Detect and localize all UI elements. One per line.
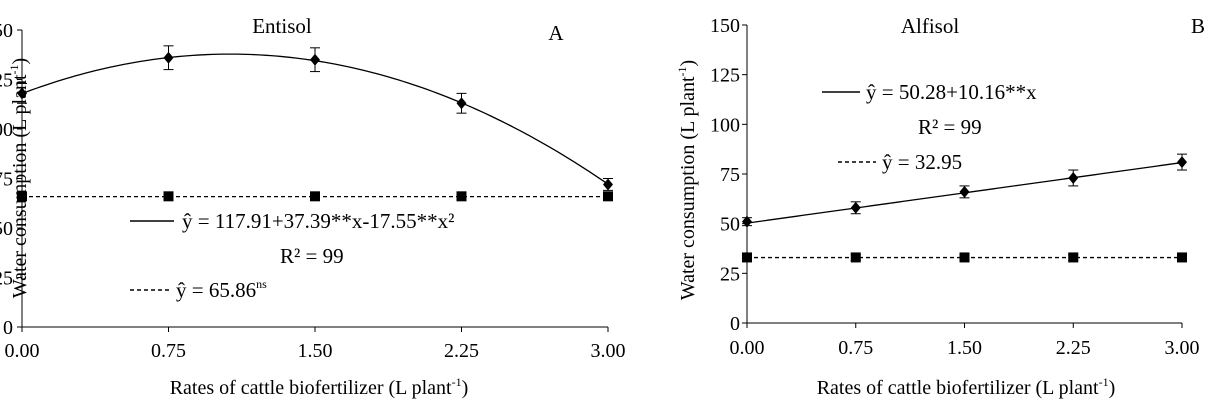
data-point-diamond bbox=[850, 201, 861, 214]
legend-equation-text: ŷ = 65.86 bbox=[176, 278, 256, 302]
legend-equation-text: ŷ = 50.28+10.16**x bbox=[866, 80, 1037, 104]
data-point-square bbox=[310, 191, 320, 202]
y-tick-label: 150 bbox=[710, 15, 740, 37]
y-axis-title-main: Water consumption (L plant bbox=[677, 76, 699, 300]
legend-equation-text: ŷ = 117.91+37.39**x-17.55**x² bbox=[182, 209, 454, 233]
y-tick-label: 75 bbox=[720, 164, 740, 186]
x-tick-label: 0.00 bbox=[730, 337, 765, 359]
chart-panel-a: 0 25 50 75 100 125 150 0.00 0.75 1.50 2.25 3.00 Rate… bbox=[0, 14, 626, 399]
legend-equation: ŷ = 50.28+10.16**x bbox=[866, 80, 1037, 104]
x-axis-title-main: Rates of cattle biofertilizer (L plant bbox=[170, 377, 452, 399]
data-point-square bbox=[17, 191, 27, 202]
y-axis-title-end: ) bbox=[677, 60, 699, 67]
legend-equation-text: R² = 99 bbox=[280, 244, 344, 268]
series-square bbox=[742, 252, 1187, 263]
data-point-diamond bbox=[310, 53, 320, 66]
data-point-diamond bbox=[959, 185, 970, 198]
x-axis-title: Rates of cattle biofertilizer (L plant-1… bbox=[170, 375, 469, 399]
fit-line-quadratic bbox=[21, 53, 609, 185]
chart-panel-b: 0 25 50 75 100 125 150 0.00 0.75 1.50 2.25 3.00 Rate… bbox=[675, 14, 1205, 399]
y-tick-label: 50 bbox=[720, 214, 740, 236]
data-point-square bbox=[850, 252, 861, 263]
data-point-square bbox=[1177, 252, 1187, 263]
y-tick-label: 100 bbox=[710, 114, 740, 136]
data-point-square bbox=[1068, 252, 1079, 263]
y-axis-title-main: Water consumption (L plant bbox=[9, 74, 31, 298]
legend-equation: ŷ = 32.95 bbox=[882, 150, 962, 174]
panel-label: A bbox=[548, 21, 564, 45]
chart-title: Entisol bbox=[252, 14, 312, 38]
y-axis-title: Water consumption (L plant-1) bbox=[675, 60, 699, 300]
y-tick-label: 25 bbox=[720, 263, 740, 285]
data-point-square bbox=[456, 191, 467, 202]
x-tick-label: 0.00 bbox=[5, 340, 40, 362]
y-axis-title: Water consumption (L plant-1) bbox=[7, 58, 31, 298]
y-tick-label: 25 bbox=[0, 268, 13, 290]
y-tick-label: 0 bbox=[730, 313, 740, 335]
x-axis-title-main: Rates of cattle biofertilizer (L plant bbox=[817, 377, 1099, 399]
x-axis-title-sup: -1 bbox=[1099, 375, 1109, 389]
series-diamond bbox=[17, 45, 613, 191]
data-point-square bbox=[959, 252, 970, 263]
y-tick-label: 150 bbox=[0, 20, 13, 42]
legend-equation-text: ŷ = 32.95 bbox=[882, 150, 962, 174]
data-point-diamond bbox=[163, 51, 174, 64]
y-axis-title-sup: -1 bbox=[7, 64, 21, 74]
series-square bbox=[17, 191, 613, 202]
y-axis-title-sup: -1 bbox=[675, 66, 689, 76]
x-tick-label: 3.00 bbox=[1165, 337, 1200, 359]
data-point-square bbox=[603, 191, 613, 202]
y-tick-label: 50 bbox=[0, 218, 13, 240]
legend-equation-text: R² = 99 bbox=[918, 115, 982, 139]
x-tick-label: 0.75 bbox=[838, 337, 873, 359]
panel-label: B bbox=[1191, 14, 1205, 38]
legend-equation: R² = 99 bbox=[280, 244, 344, 268]
y-tick-label: 0 bbox=[3, 317, 13, 339]
x-axis-title-sup: -1 bbox=[452, 375, 462, 389]
y-tick-label: 125 bbox=[710, 65, 740, 87]
data-point-diamond bbox=[603, 178, 613, 191]
x-axis-title: Rates of cattle biofertilizer (L plant-1… bbox=[817, 375, 1116, 399]
chart-title: Alfisol bbox=[901, 14, 960, 38]
legend-equation: R² = 99 bbox=[918, 115, 982, 139]
data-point-diamond bbox=[1068, 171, 1079, 184]
x-tick-label: 2.25 bbox=[444, 340, 479, 362]
x-tick-label: 1.50 bbox=[298, 340, 333, 362]
series-diamond bbox=[742, 153, 1187, 228]
data-point-diamond bbox=[456, 97, 467, 110]
x-axis-title-end: ) bbox=[1109, 377, 1116, 399]
legend-equation-sup: ns bbox=[256, 277, 267, 291]
x-tick-label: 1.50 bbox=[947, 337, 982, 359]
y-tick-label: 75 bbox=[0, 169, 13, 191]
x-tick-label: 0.75 bbox=[151, 340, 186, 362]
y-tick-label: 100 bbox=[0, 119, 13, 141]
x-tick-label: 2.25 bbox=[1056, 337, 1091, 359]
data-point-square bbox=[742, 252, 752, 263]
data-point-diamond bbox=[742, 215, 752, 228]
data-point-diamond bbox=[1177, 156, 1187, 169]
data-point-diamond bbox=[17, 87, 27, 100]
data-point-square bbox=[163, 191, 174, 202]
legend-equation: ŷ = 65.86ns bbox=[176, 277, 267, 302]
y-axis-title-end: ) bbox=[9, 58, 31, 65]
x-axis-title-end: ) bbox=[462, 377, 469, 399]
legend-equation: ŷ = 117.91+37.39**x-17.55**x² bbox=[182, 209, 454, 233]
y-tick-label: 125 bbox=[0, 70, 13, 92]
x-tick-label: 3.00 bbox=[591, 340, 626, 362]
